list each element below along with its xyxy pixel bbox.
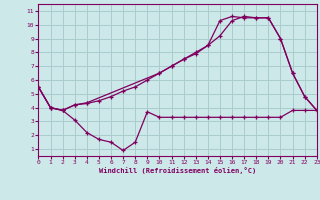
X-axis label: Windchill (Refroidissement éolien,°C): Windchill (Refroidissement éolien,°C): [99, 167, 256, 174]
